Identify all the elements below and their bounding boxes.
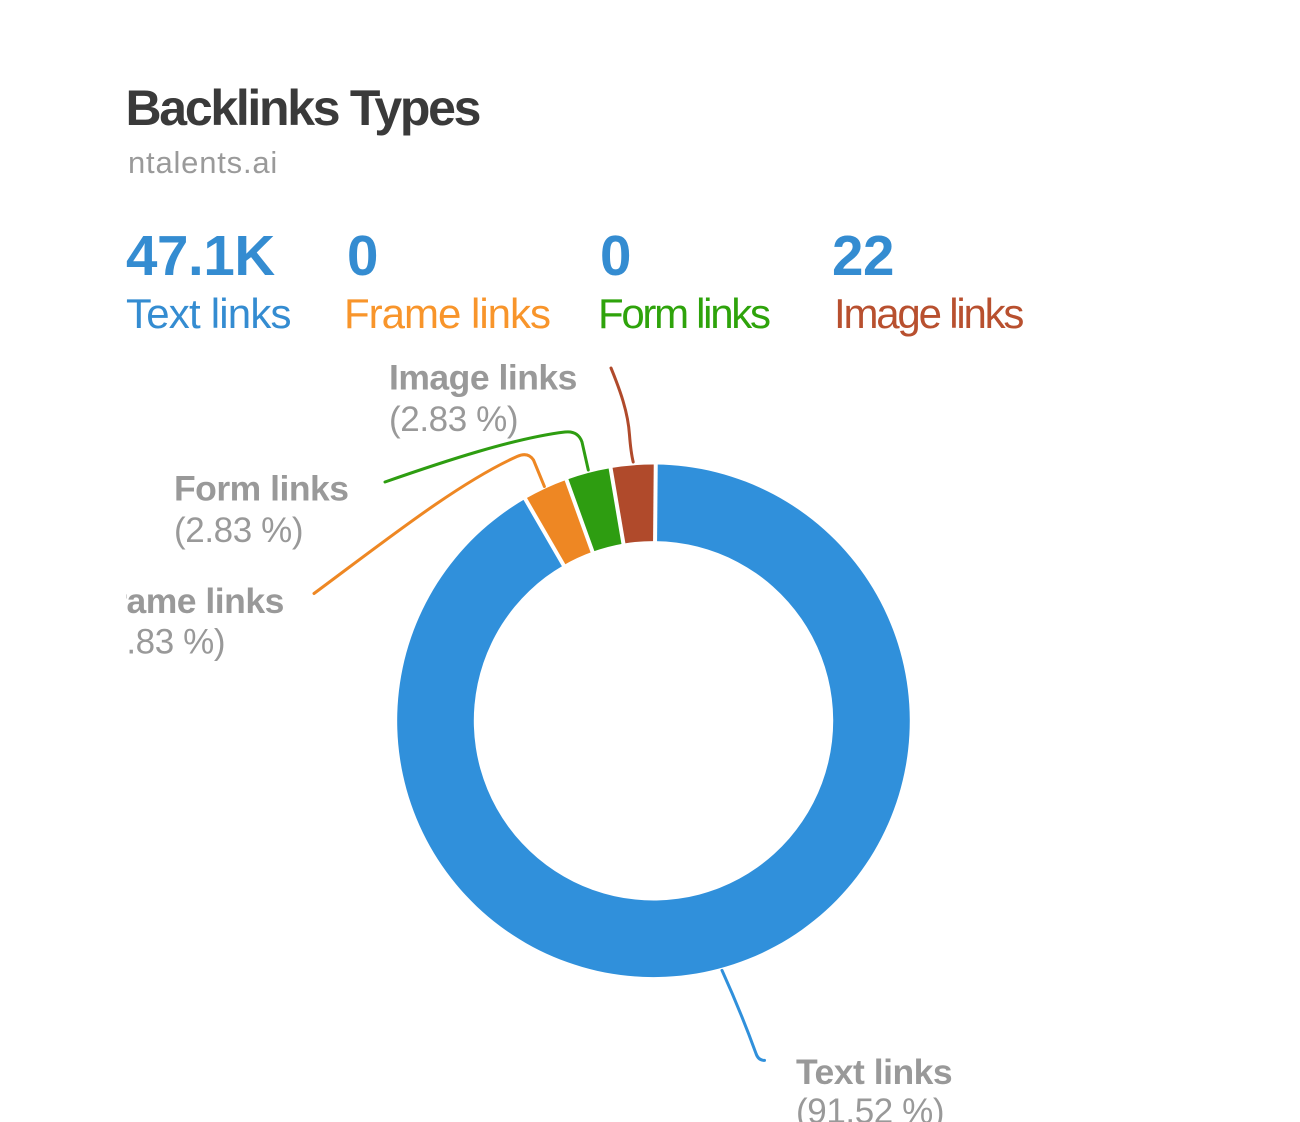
svg-text:(2.83 %): (2.83 %) <box>389 400 518 439</box>
svg-text:(2.83 %): (2.83 %) <box>96 623 225 662</box>
svg-text:Image links: Image links <box>389 357 577 397</box>
svg-text:(91.52 %): (91.52 %) <box>796 1092 944 1122</box>
svg-text:(2.83 %): (2.83 %) <box>174 511 303 550</box>
svg-text:Form links: Form links <box>174 469 349 509</box>
svg-text:Frame links: Frame links <box>92 581 284 621</box>
svg-text:Text links: Text links <box>796 1052 952 1092</box>
